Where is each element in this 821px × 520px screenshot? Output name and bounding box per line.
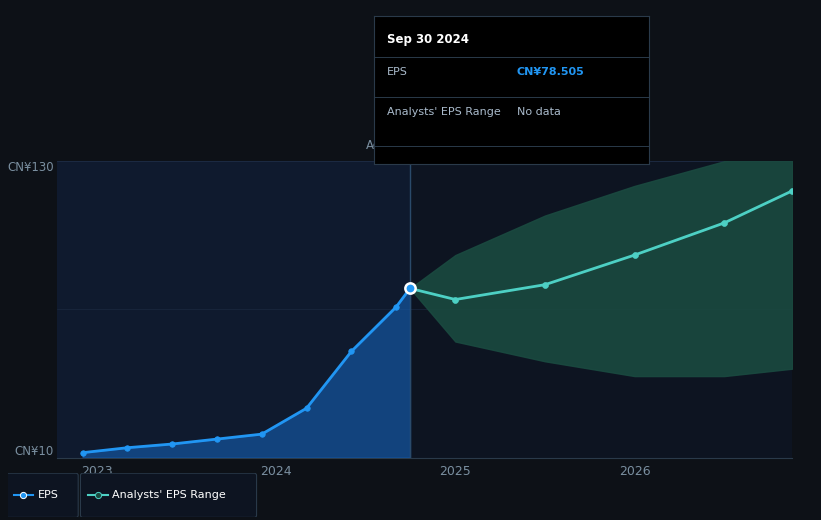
Text: CN¥10: CN¥10: [15, 445, 54, 458]
Text: EPS: EPS: [388, 68, 408, 77]
Text: No data: No data: [516, 108, 561, 118]
Text: Sep 30 2024: Sep 30 2024: [388, 33, 470, 46]
FancyBboxPatch shape: [6, 473, 78, 517]
Text: EPS: EPS: [38, 490, 58, 500]
Point: [300, 404, 313, 412]
Point: [255, 430, 268, 438]
Point: [786, 187, 799, 195]
Text: Analysts' EPS Range: Analysts' EPS Range: [388, 108, 501, 118]
FancyBboxPatch shape: [80, 473, 257, 517]
Text: Analysts Forecasts: Analysts Forecasts: [417, 139, 527, 152]
Point: [718, 219, 731, 227]
Point: [210, 435, 223, 443]
Text: CN¥78.505: CN¥78.505: [516, 68, 585, 77]
Point: [449, 295, 462, 304]
Text: CN¥130: CN¥130: [7, 161, 54, 174]
Point: [16, 491, 30, 499]
Point: [91, 491, 104, 499]
Point: [390, 303, 403, 311]
Point: [628, 251, 641, 259]
Text: Actual: Actual: [365, 139, 402, 152]
Point: [76, 448, 89, 457]
Text: Analysts' EPS Range: Analysts' EPS Range: [112, 490, 226, 500]
Point: [539, 281, 552, 289]
Point: [166, 440, 179, 448]
Point: [403, 284, 416, 293]
Point: [121, 444, 134, 452]
Point: [345, 347, 358, 356]
Bar: [57, 161, 410, 458]
